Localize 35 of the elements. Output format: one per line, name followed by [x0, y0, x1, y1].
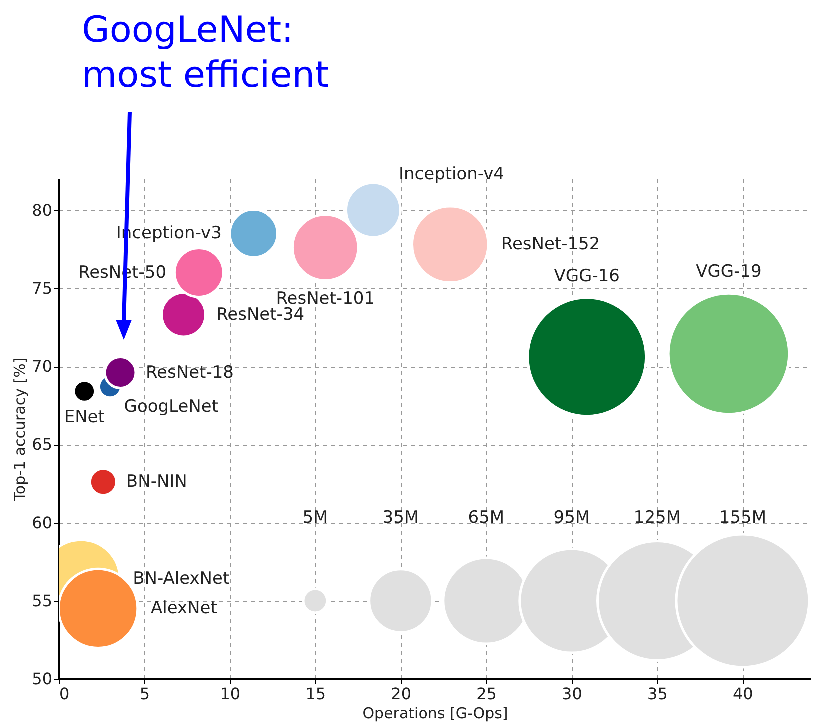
- x-axis-title: Operations [G-Ops]: [362, 704, 508, 722]
- legend-label: 65M: [468, 508, 505, 528]
- y-tick-label: 60: [32, 513, 52, 532]
- text: GoogLeNet: most efficient: [82, 9, 330, 98]
- data-label: BN-NIN: [126, 472, 188, 492]
- data-label: AlexNet: [150, 598, 218, 619]
- data-label: VGG-19: [696, 262, 762, 282]
- data-label: GoogLeNet: [124, 396, 219, 417]
- y-tick-label: 75: [32, 278, 52, 298]
- legend-label: 95M: [554, 508, 590, 528]
- data-label: ENet: [64, 408, 106, 428]
- x-tick-label: 15: [306, 684, 326, 704]
- y-tick-label: 50: [32, 670, 52, 688]
- data-label: ResNet-152: [501, 234, 600, 255]
- data-label: VGG-16: [554, 266, 620, 286]
- y-tick-label: 80: [32, 200, 52, 220]
- data-label: ResNet-18: [146, 362, 234, 383]
- y-tick-label: 70: [32, 357, 52, 376]
- x-tick-label: 25: [476, 684, 497, 704]
- x-tick-label: 30: [562, 684, 582, 704]
- x-tick-label: 0: [60, 684, 70, 704]
- legend-label: 155M: [719, 508, 767, 528]
- x-tick-label: 10: [220, 684, 241, 704]
- y-axis-title: Top-1 accuracy [%]: [11, 358, 30, 502]
- data-label: BN-AlexNet: [133, 569, 230, 589]
- x-tick-label: 35: [648, 684, 668, 704]
- legend-label: 125M: [634, 508, 682, 528]
- y-tick-label: 55: [32, 591, 52, 610]
- x-tick-label: 40: [732, 684, 754, 704]
- legend-label: 5M: [302, 508, 328, 528]
- legend-label: 35M: [382, 508, 420, 528]
- y-tick-label: 65: [32, 435, 52, 454]
- data-label: Inception-v4: [398, 164, 504, 185]
- x-tick-label: 5: [140, 684, 150, 704]
- x-tick-label: 20: [391, 684, 412, 704]
